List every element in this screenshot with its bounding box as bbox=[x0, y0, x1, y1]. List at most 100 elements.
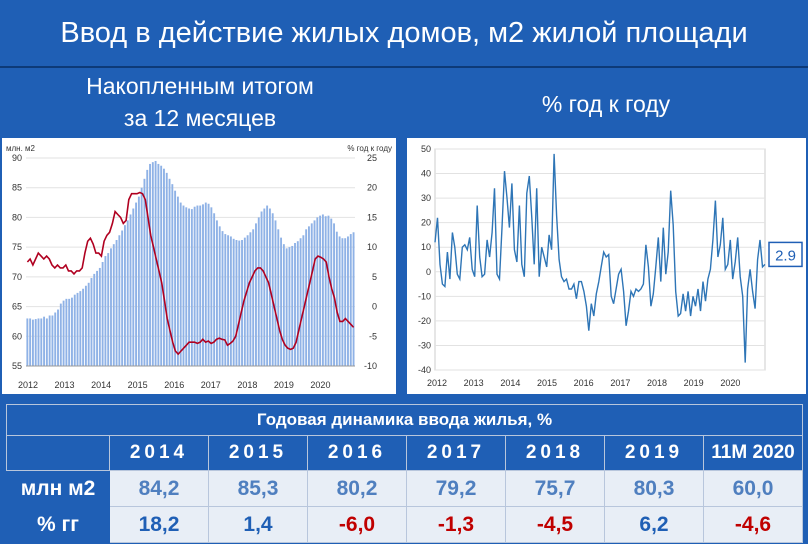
bar bbox=[266, 205, 269, 366]
right-chart: -40 -30 -20 -10 0 10 20 30 40 50 2012 2013 2014 2015 2… bbox=[418, 144, 803, 388]
bar bbox=[299, 238, 302, 366]
x-tick-label: 2014 bbox=[500, 378, 520, 388]
y-tick-label: 40 bbox=[421, 169, 431, 179]
y2-tick-label: 0 bbox=[372, 302, 377, 312]
table-years-row: 2014 2015 2016 2017 2018 2019 11M 2020 bbox=[6, 435, 803, 471]
bar bbox=[335, 231, 338, 366]
bar bbox=[140, 187, 143, 366]
bar bbox=[45, 318, 48, 366]
year-header: 2018 bbox=[505, 435, 605, 471]
bar bbox=[43, 316, 46, 366]
table-cell: -4,5 bbox=[505, 506, 605, 543]
bar bbox=[149, 163, 151, 366]
last-value-label: 2.9 bbox=[775, 247, 796, 264]
bar bbox=[174, 190, 177, 366]
bar bbox=[59, 303, 62, 366]
year-header: 11M 2020 bbox=[703, 435, 803, 471]
yoy-line bbox=[434, 153, 766, 363]
bar bbox=[87, 282, 90, 366]
y-tick-label: 75 bbox=[12, 242, 22, 252]
left-subtitle: Накопленным итогом за 12 месяцев bbox=[0, 70, 400, 134]
y2-tick-label: -5 bbox=[369, 331, 377, 341]
bar bbox=[271, 213, 274, 366]
bar bbox=[282, 244, 285, 366]
bar bbox=[51, 315, 54, 366]
x-tick-label: 2017 bbox=[610, 378, 630, 388]
bar bbox=[84, 285, 87, 366]
bar bbox=[246, 235, 249, 366]
bar bbox=[73, 294, 76, 366]
bar bbox=[288, 247, 291, 366]
bar bbox=[341, 238, 344, 366]
bar bbox=[227, 235, 230, 366]
table-cell: -1,3 bbox=[406, 506, 506, 543]
bar bbox=[107, 253, 110, 366]
bar bbox=[316, 217, 319, 366]
bar bbox=[243, 237, 246, 366]
table-corner bbox=[6, 435, 110, 471]
bar bbox=[123, 225, 126, 366]
bar bbox=[319, 215, 322, 366]
x-tick-label: 2019 bbox=[684, 378, 704, 388]
y-tick-label: -40 bbox=[418, 365, 431, 375]
x-tick-label: 2012 bbox=[427, 378, 447, 388]
plot-frame bbox=[434, 148, 766, 371]
row-label: % гг bbox=[6, 506, 110, 543]
bar bbox=[224, 234, 227, 366]
y2-tick-label: 20 bbox=[367, 183, 377, 193]
bar bbox=[313, 220, 316, 366]
bar bbox=[229, 236, 232, 366]
bar bbox=[213, 213, 216, 366]
bar bbox=[79, 291, 82, 366]
year-header: 2015 bbox=[208, 435, 308, 471]
left-subtitle-line-1: Накопленным итогом bbox=[86, 73, 314, 99]
bar bbox=[137, 196, 140, 366]
bar bbox=[163, 168, 165, 366]
y-tick-label: 70 bbox=[12, 272, 22, 282]
bar bbox=[296, 241, 299, 366]
x-tick-label: 2020 bbox=[310, 380, 330, 390]
bar bbox=[112, 244, 115, 366]
left-chart-panel: млн. м2 % год к году 55 60 65 70 75 80 85 90 -10 -5… bbox=[2, 138, 396, 394]
y-tick-label: 85 bbox=[12, 183, 22, 193]
bar bbox=[135, 202, 138, 366]
table-cell: -4,6 bbox=[703, 506, 803, 543]
bar bbox=[263, 208, 266, 366]
bar bbox=[235, 240, 238, 366]
bar bbox=[215, 220, 218, 366]
bar bbox=[71, 297, 73, 366]
x-tick-label: 2018 bbox=[647, 378, 667, 388]
bar bbox=[132, 208, 135, 366]
bar bbox=[302, 235, 305, 366]
table-cell: 84,2 bbox=[109, 470, 209, 507]
bar bbox=[349, 234, 352, 366]
x-tick-label: 2016 bbox=[574, 378, 594, 388]
bar bbox=[82, 288, 85, 366]
y-tick-label: 80 bbox=[12, 212, 22, 222]
bar bbox=[98, 267, 101, 366]
y2-tick-label: 10 bbox=[367, 242, 377, 252]
bar bbox=[154, 160, 157, 366]
bar bbox=[257, 217, 260, 366]
y-tick-label: 60 bbox=[12, 331, 22, 341]
last-value-box bbox=[768, 241, 803, 268]
y-tick-label: 90 bbox=[12, 153, 22, 163]
bar bbox=[65, 298, 68, 366]
bar bbox=[118, 235, 121, 366]
table-cell: 79,2 bbox=[406, 470, 506, 507]
year-header: 2016 bbox=[307, 435, 407, 471]
table-cell: 85,3 bbox=[208, 470, 308, 507]
year-header: 2014 bbox=[109, 435, 209, 471]
bar bbox=[241, 240, 243, 366]
bar bbox=[90, 278, 93, 366]
right-chart-panel: -40 -30 -20 -10 0 10 20 30 40 50 2012 2013 2014 2015 2… bbox=[407, 138, 806, 394]
bar bbox=[68, 298, 71, 366]
bar bbox=[190, 209, 193, 366]
bar bbox=[37, 318, 40, 366]
bar bbox=[54, 312, 57, 366]
y-tick-label: 55 bbox=[12, 361, 22, 371]
bar bbox=[232, 238, 235, 366]
bar bbox=[176, 196, 179, 366]
bar bbox=[193, 206, 196, 366]
bar bbox=[165, 172, 168, 366]
